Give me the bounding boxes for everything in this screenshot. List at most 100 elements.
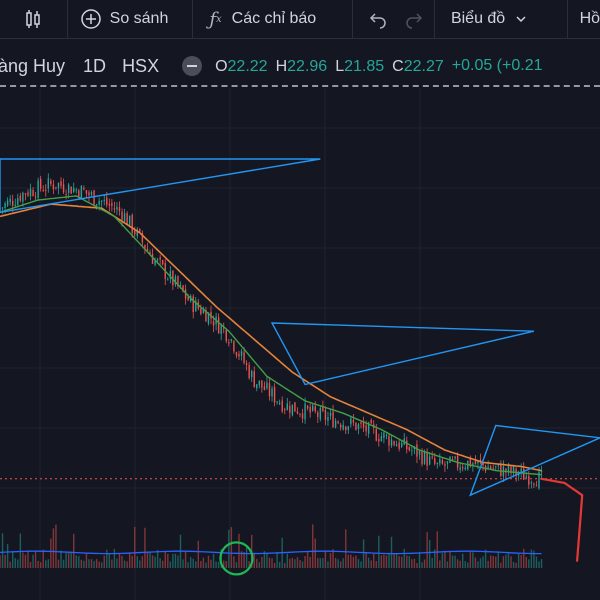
truncated-menu-item[interactable]: Hồ <box>568 0 600 38</box>
volume-bar <box>289 558 291 568</box>
candle-body <box>1 207 4 209</box>
candle-body <box>29 188 32 197</box>
price-chart[interactable] <box>0 88 600 600</box>
candle <box>228 339 230 347</box>
truncated-label: Hồ <box>579 10 600 27</box>
volume-bar <box>29 561 32 568</box>
candle <box>19 192 22 203</box>
candle-body <box>55 186 57 188</box>
candle-body <box>248 364 250 379</box>
candle-body <box>45 189 47 191</box>
candle-body <box>205 309 207 322</box>
candle-body <box>238 353 240 357</box>
open-value: O22.22 <box>215 58 268 75</box>
volume-bar <box>304 555 306 568</box>
candle-body <box>482 463 484 466</box>
candle <box>233 340 235 354</box>
undo-button[interactable] <box>353 0 394 38</box>
candle <box>284 407 286 415</box>
volume-bar <box>540 559 543 568</box>
candle <box>408 446 411 452</box>
volume-bar <box>505 554 507 568</box>
volume-bar <box>454 555 456 568</box>
candle-body <box>479 459 482 462</box>
candle <box>9 195 11 206</box>
candle-body <box>100 200 103 202</box>
candle-body <box>520 468 522 473</box>
candle-body <box>375 429 377 441</box>
volume-bar <box>98 561 100 568</box>
candle-body <box>70 186 72 194</box>
volume-bar <box>182 559 184 568</box>
candle-body <box>469 458 472 467</box>
candle-body <box>230 339 233 341</box>
volume-bar <box>240 551 243 568</box>
candle-body <box>411 450 413 452</box>
candle-body <box>151 254 154 264</box>
volume-bar <box>459 560 461 568</box>
candle <box>416 440 418 464</box>
volume-bar <box>284 563 286 568</box>
collapse-icon[interactable] <box>181 55 203 77</box>
volume-bar <box>60 550 62 568</box>
candle <box>398 440 400 452</box>
candle-body <box>314 406 316 412</box>
candle-body <box>75 189 77 191</box>
candle <box>273 383 276 407</box>
toolbar-divider <box>192 0 194 38</box>
candle-body <box>113 208 116 210</box>
volume-bar <box>116 558 118 568</box>
candle <box>230 338 233 344</box>
volume-bar <box>42 549 44 568</box>
candle <box>29 183 32 201</box>
candle <box>342 420 344 431</box>
candle-body <box>322 405 324 411</box>
volume-bar <box>421 562 423 568</box>
candle-body <box>4 203 6 208</box>
volume-bar <box>32 554 34 568</box>
interval-label[interactable]: 1D <box>83 55 107 76</box>
candle <box>45 184 47 197</box>
chart-type-button[interactable] <box>0 0 67 38</box>
candle-body <box>423 451 426 464</box>
volume-bar <box>434 549 436 568</box>
candle-body <box>19 195 22 201</box>
candle-body <box>362 422 365 428</box>
volume-bar <box>278 561 281 568</box>
volume-bar <box>238 533 240 568</box>
candle-body <box>291 404 294 416</box>
exchange-label: HSX <box>122 55 160 76</box>
candle <box>90 190 93 198</box>
volume-bar <box>347 554 350 568</box>
volume-bar <box>352 556 355 568</box>
volume-bar <box>70 551 72 568</box>
candle <box>487 460 489 470</box>
candle <box>47 173 50 193</box>
candle <box>85 190 88 199</box>
candle <box>459 462 461 474</box>
candle <box>167 277 169 281</box>
candle-body <box>289 405 291 413</box>
candle-body <box>131 214 133 233</box>
candle-body <box>365 425 367 432</box>
candle <box>492 464 494 470</box>
candle-body <box>250 371 253 378</box>
chart-style-dropdown[interactable]: Biểu đồ <box>435 0 567 38</box>
compare-label: So sánh <box>109 10 169 27</box>
candle <box>378 433 380 447</box>
candle-body <box>154 259 156 265</box>
candle <box>294 402 296 412</box>
candle-body <box>517 474 520 476</box>
volume-bar <box>37 560 39 568</box>
candle-body <box>439 458 441 464</box>
volume-bar <box>299 559 301 568</box>
compare-button[interactable]: So sánh <box>68 0 193 38</box>
candle-body <box>477 460 479 464</box>
candle-body <box>406 440 408 450</box>
redo-button[interactable] <box>395 0 434 38</box>
volume-bar <box>319 558 322 568</box>
candle-body <box>446 461 449 464</box>
volume-bar <box>195 561 197 568</box>
